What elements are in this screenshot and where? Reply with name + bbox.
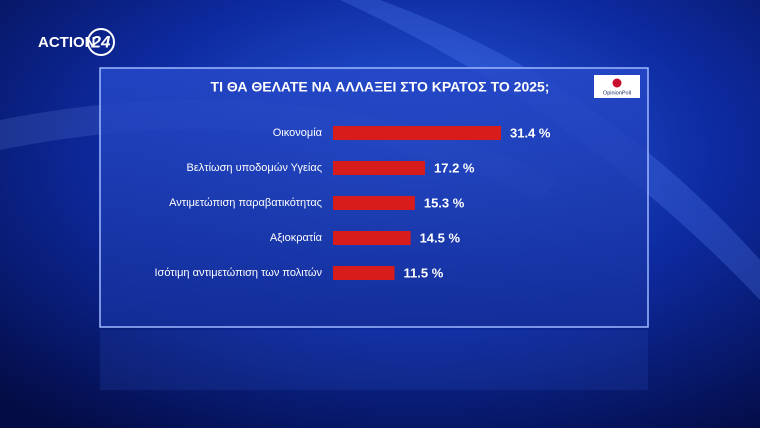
category-label: Βελτίωση υποδομών Υγείας	[187, 162, 323, 174]
value-label: 31.4 %	[510, 125, 551, 140]
channel-name: ACTION	[38, 34, 96, 51]
channel-number: 24	[91, 32, 111, 51]
chart-title: ΤΙ ΘΑ ΘΕΛΑΤΕ ΝΑ ΑΛΛΑΞΕΙ ΣΤΟ ΚΡΑΤΟΣ ΤΟ 20…	[211, 79, 550, 95]
reflection	[100, 330, 648, 390]
bar	[333, 126, 501, 140]
bar	[333, 231, 411, 245]
value-label: 14.5 %	[420, 230, 461, 245]
bar	[333, 266, 395, 280]
category-label: Ισότιμη αντιμετώπιση των πολιτών	[154, 267, 322, 279]
category-label: Αντιμετώπιση παραβατικότητας	[169, 197, 322, 209]
bar	[333, 161, 426, 175]
value-label: 11.5 %	[404, 265, 444, 280]
source-name: OpinionPoll	[603, 90, 631, 96]
value-label: 17.2 %	[434, 160, 475, 175]
source-logo-mark	[612, 78, 622, 88]
value-label: 15.3 %	[424, 195, 465, 210]
category-label: Αξιοκρατία	[270, 232, 323, 244]
logo-ring	[87, 28, 115, 56]
category-label: Οικονομία	[273, 127, 323, 139]
bar	[333, 196, 415, 210]
